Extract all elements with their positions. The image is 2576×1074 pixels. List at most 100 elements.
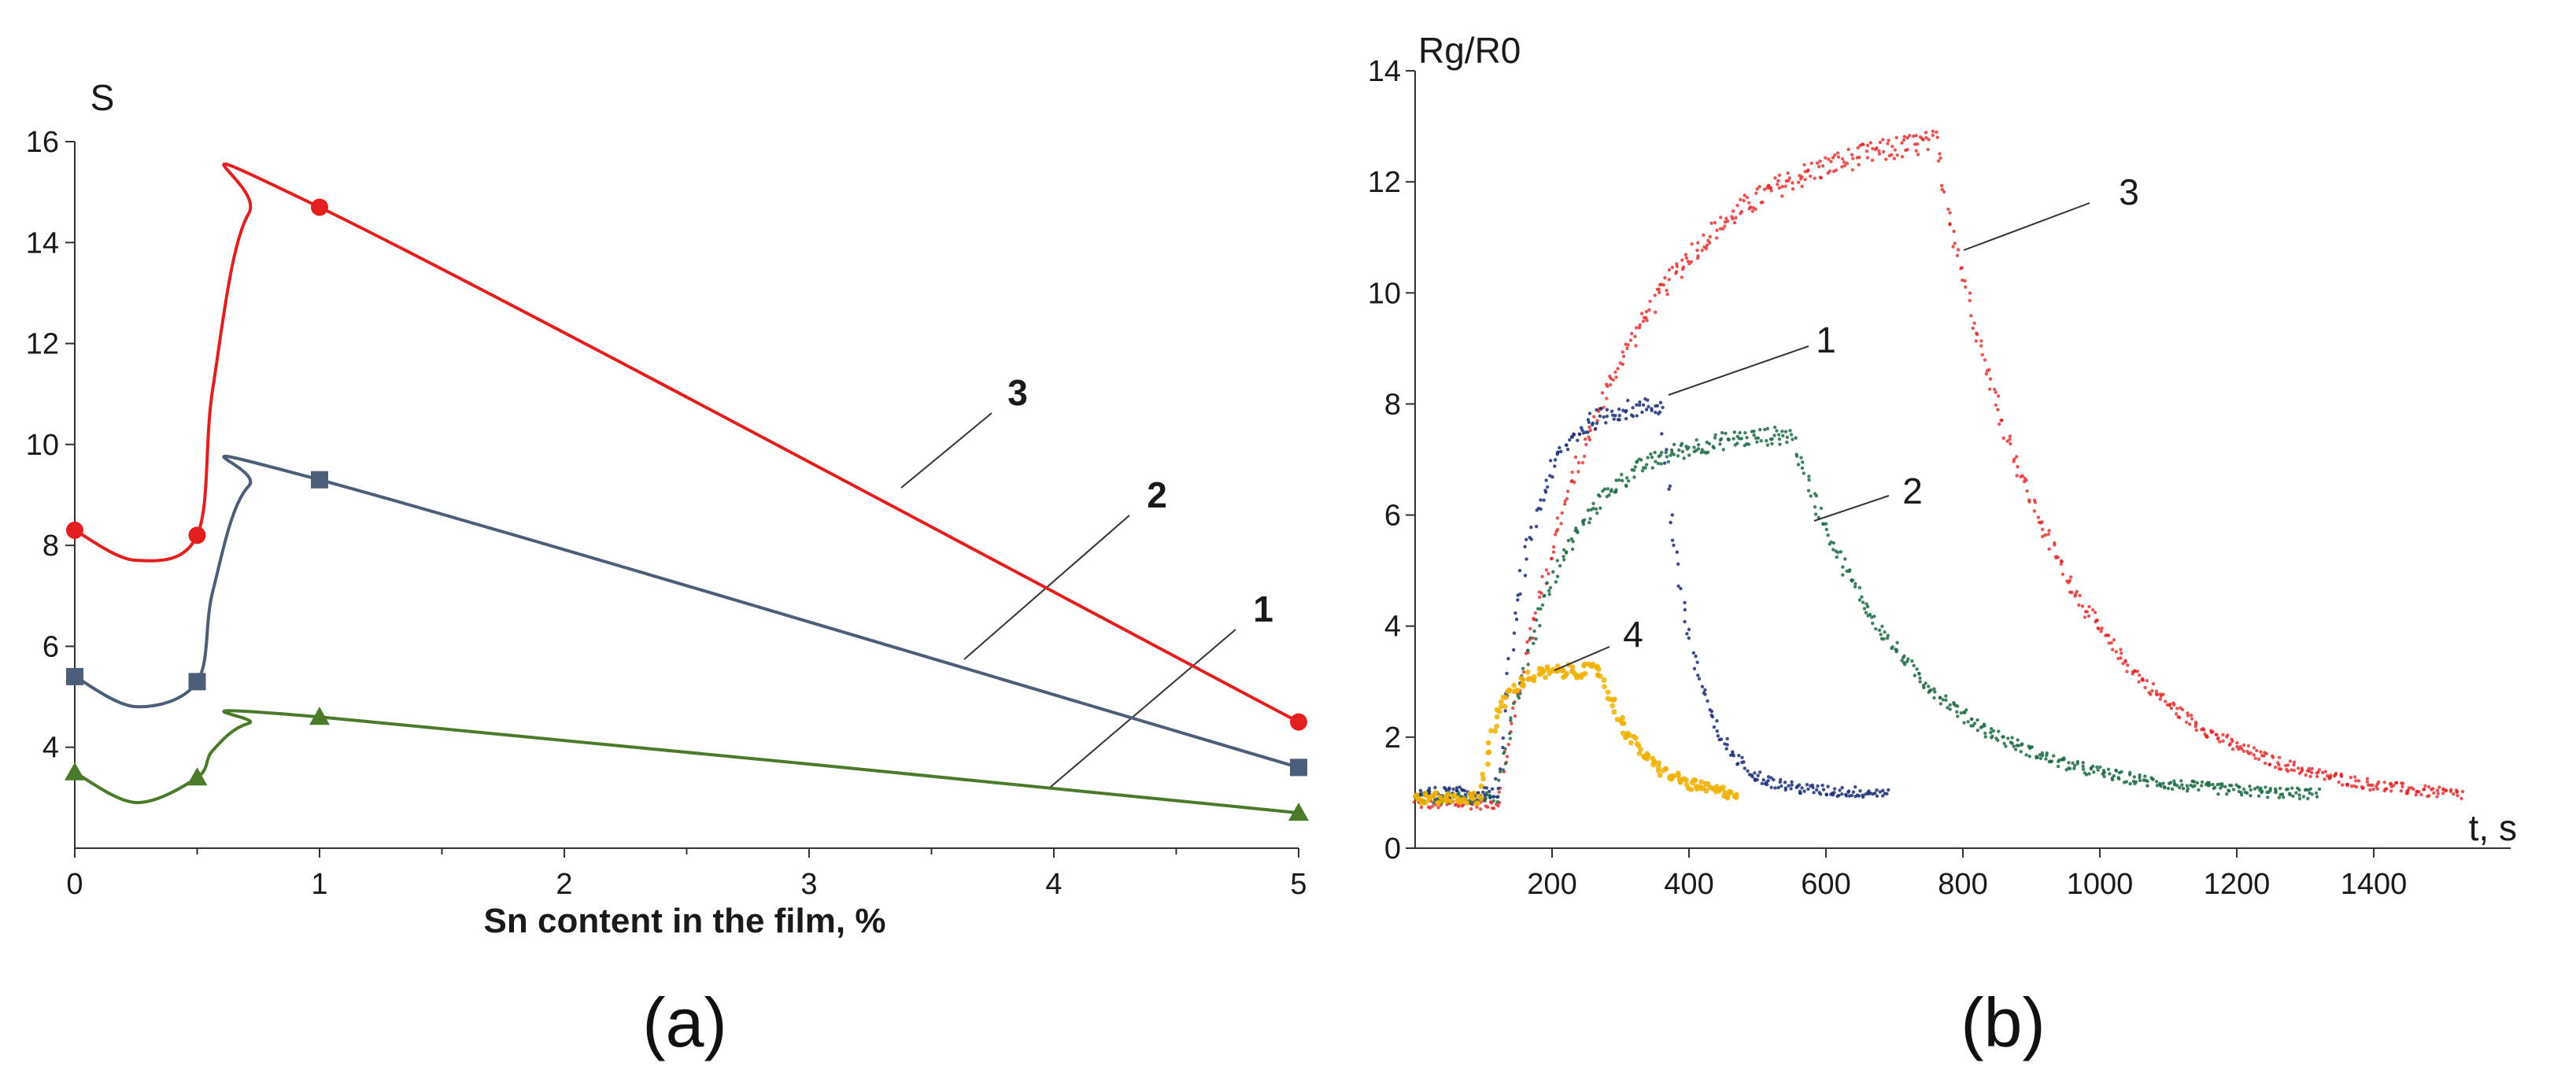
data-point-3 bbox=[1539, 591, 1543, 596]
data-point-1 bbox=[1789, 787, 1793, 791]
data-point-1 bbox=[1672, 543, 1676, 548]
data-point-3 bbox=[1857, 155, 1861, 160]
data-point-1 bbox=[1655, 404, 1659, 408]
data-point-3 bbox=[2178, 715, 2182, 720]
data-point-2 bbox=[2181, 787, 2186, 791]
data-point-2 bbox=[1707, 441, 1712, 446]
data-point-3 bbox=[2253, 756, 2257, 760]
data-point-2 bbox=[1659, 450, 1664, 455]
data-point-3 bbox=[2357, 779, 2361, 783]
data-point-3 bbox=[2445, 788, 2448, 792]
data-point-3 bbox=[2304, 773, 2308, 777]
data-point-2 bbox=[2068, 766, 2072, 771]
x-tick-label: 5 bbox=[1290, 868, 1306, 901]
data-point-2 bbox=[1835, 555, 1839, 559]
data-point-3 bbox=[2015, 474, 2019, 478]
data-point-4 bbox=[1499, 703, 1504, 710]
data-point-3 bbox=[1648, 299, 1652, 304]
data-point-1 bbox=[1612, 417, 1616, 421]
data-point-3 bbox=[1860, 142, 1865, 146]
data-point-1 bbox=[1776, 785, 1780, 790]
data-point-1 bbox=[1719, 737, 1724, 741]
data-point-1 bbox=[1542, 498, 1546, 502]
data-point-2 bbox=[2211, 782, 2215, 787]
data-point-1 bbox=[1516, 598, 1520, 602]
data-point-3 bbox=[1786, 171, 1790, 175]
data-point-2 bbox=[1635, 459, 1639, 463]
series-label-1: 1 bbox=[1816, 319, 1836, 360]
data-point-2 bbox=[1836, 550, 1840, 555]
data-point-3 bbox=[1882, 149, 1886, 154]
data-point-2 bbox=[1732, 437, 1735, 441]
data-point-1 bbox=[1669, 520, 1672, 525]
data-point-2 bbox=[1598, 506, 1602, 510]
data-point-2 bbox=[1794, 452, 1798, 456]
data-point-3 bbox=[2365, 777, 2370, 781]
data-point-3 bbox=[1800, 184, 1804, 188]
data-point-2 bbox=[2277, 795, 2282, 799]
point-s1-2 bbox=[309, 707, 330, 725]
data-point-3 bbox=[1940, 187, 1944, 191]
data-point-3 bbox=[2286, 770, 2290, 773]
data-point-3 bbox=[2125, 670, 2129, 674]
data-point-4 bbox=[1578, 674, 1584, 681]
data-point-1 bbox=[1591, 423, 1595, 426]
data-point-1 bbox=[1621, 408, 1625, 412]
data-point-2 bbox=[2102, 774, 2106, 779]
data-point-2 bbox=[1975, 729, 1979, 733]
data-point-2 bbox=[2012, 744, 2016, 748]
data-point-1 bbox=[1635, 414, 1639, 418]
data-point-3 bbox=[1850, 153, 1854, 157]
data-point-3 bbox=[2426, 794, 2430, 799]
data-point-3 bbox=[1602, 405, 1606, 409]
data-point-4 bbox=[1728, 790, 1735, 795]
data-point-2 bbox=[1915, 667, 1919, 671]
data-point-1 bbox=[1576, 438, 1580, 442]
data-point-3 bbox=[2083, 615, 2087, 619]
data-point-3 bbox=[2100, 626, 2104, 630]
data-point-3 bbox=[1683, 253, 1688, 257]
data-point-2 bbox=[1665, 455, 1669, 459]
data-point-1 bbox=[1644, 408, 1649, 412]
data-point-2 bbox=[1637, 457, 1641, 461]
x-axis-title: t, s bbox=[2469, 807, 2517, 848]
data-point-2 bbox=[1532, 641, 1536, 645]
data-point-1 bbox=[1605, 414, 1610, 419]
data-point-2 bbox=[1990, 734, 1994, 738]
data-point-2 bbox=[2248, 784, 2252, 788]
x-tick-label: 1400 bbox=[2341, 868, 2408, 901]
data-point-2 bbox=[1640, 469, 1645, 473]
data-point-3 bbox=[1665, 289, 1669, 293]
data-point-3 bbox=[1478, 807, 1483, 811]
data-point-2 bbox=[2245, 791, 2249, 795]
data-point-2 bbox=[2306, 796, 2310, 801]
data-point-2 bbox=[2016, 744, 2020, 747]
point-s1-3 bbox=[1288, 803, 1309, 821]
data-point-2 bbox=[1595, 511, 1599, 515]
data-point-3 bbox=[2087, 604, 2091, 609]
data-point-3 bbox=[2161, 692, 2165, 696]
data-point-4 bbox=[1569, 664, 1576, 670]
data-point-1 bbox=[1617, 418, 1621, 422]
data-point-3 bbox=[1924, 135, 1928, 140]
data-point-3 bbox=[2140, 677, 2144, 682]
data-point-3 bbox=[1821, 164, 1825, 168]
data-point-1 bbox=[1724, 747, 1728, 751]
data-point-2 bbox=[1781, 434, 1785, 437]
data-point-3 bbox=[2184, 720, 2189, 725]
data-point-3 bbox=[1675, 262, 1679, 266]
data-point-1 bbox=[1715, 719, 1719, 723]
data-point-3 bbox=[2209, 730, 2214, 734]
data-point-2 bbox=[1871, 622, 1875, 626]
data-point-2 bbox=[1620, 473, 1624, 477]
data-point-2 bbox=[1650, 456, 1654, 459]
data-point-3 bbox=[1829, 160, 1833, 164]
data-point-2 bbox=[1432, 801, 1436, 805]
data-point-2 bbox=[1632, 468, 1636, 472]
data-point-2 bbox=[2056, 764, 2060, 769]
data-point-2 bbox=[2001, 735, 2005, 739]
data-point-2 bbox=[1824, 527, 1829, 532]
data-point-3 bbox=[1647, 308, 1651, 312]
data-point-2 bbox=[1517, 696, 1521, 700]
data-point-2 bbox=[2179, 779, 2183, 783]
